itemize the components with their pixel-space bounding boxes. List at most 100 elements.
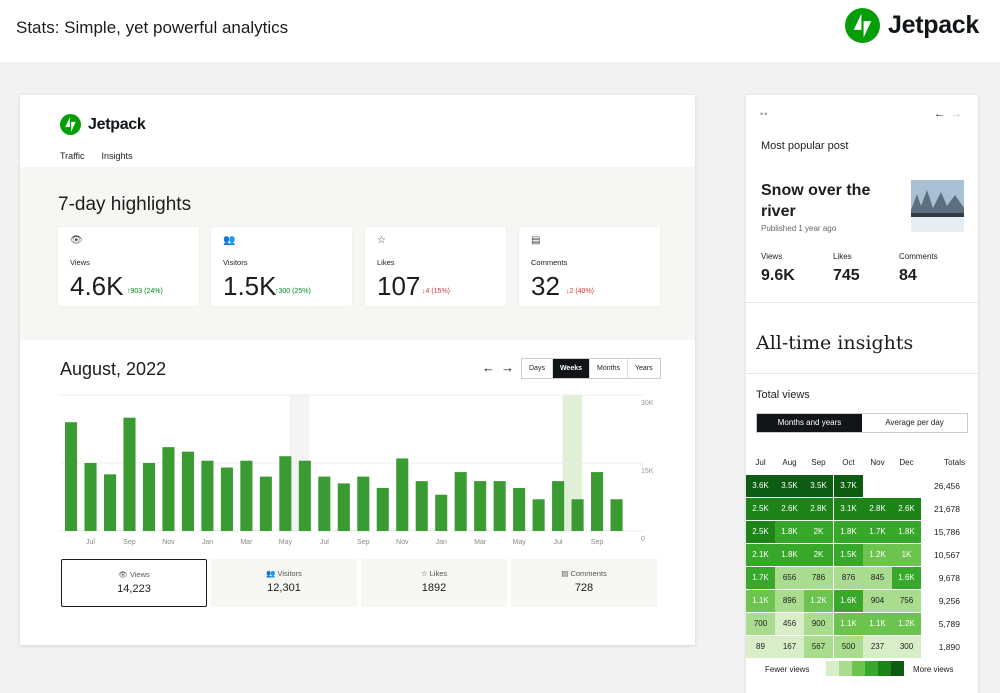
chart-bar[interactable] <box>123 417 136 531</box>
heatmap-cell[interactable]: 3.6K <box>746 475 775 497</box>
heatmap-cell[interactable]: 300 <box>892 636 921 658</box>
period-days-button[interactable]: Days <box>522 359 553 378</box>
total-views-tab[interactable]: 👁 Views 14,223 <box>61 559 207 607</box>
heatmap-cell[interactable]: 2.5K <box>746 521 775 543</box>
heatmap-cell[interactable]: 3.1K <box>834 498 863 520</box>
chart-bar[interactable] <box>259 476 272 531</box>
heatmap-cell[interactable]: 456 <box>775 613 804 635</box>
heatmap-cell[interactable]: 1.8K <box>834 521 863 543</box>
heatmap-cell[interactable]: 2.8K <box>804 498 833 520</box>
heatmap-cell[interactable]: 700 <box>746 613 775 635</box>
heatmap-cell[interactable]: 3.5K <box>775 475 804 497</box>
heatmap-cell[interactable]: 900 <box>804 613 833 635</box>
heatmap-cell[interactable]: 1.2K <box>892 613 921 635</box>
chart-bar[interactable] <box>84 463 97 531</box>
heatmap-cell[interactable]: 656 <box>775 567 804 589</box>
heatmap-cell[interactable]: 756 <box>892 590 921 612</box>
heatmap-cell[interactable]: 1.7K <box>863 521 892 543</box>
heatmap-cell[interactable]: 2.6K <box>892 498 921 520</box>
chart-bar[interactable] <box>142 463 156 531</box>
heatmap-cell[interactable]: 3.5K <box>804 475 833 497</box>
arrow-left-icon[interactable]: ← <box>934 108 945 120</box>
chart-bar[interactable] <box>220 467 233 531</box>
heatmap-cell[interactable]: 1.7K <box>746 567 775 589</box>
heatmap-cell[interactable]: 2.6K <box>775 498 804 520</box>
heatmap-cell[interactable]: 167 <box>775 636 804 658</box>
total-value: 12,301 <box>267 582 301 594</box>
legend-high-label: More views <box>913 665 954 674</box>
chart-bar[interactable] <box>435 494 448 531</box>
chart-bar[interactable] <box>201 460 214 531</box>
chart-bar[interactable] <box>415 481 428 531</box>
heatmap-cell[interactable]: 2K <box>804 521 833 543</box>
heatmap-cell[interactable]: 1.1K <box>746 590 775 612</box>
x-tick-label: May <box>279 539 293 546</box>
arrow-left-icon[interactable]: ← <box>482 360 495 375</box>
period-months-button[interactable]: Months <box>590 359 628 378</box>
period-years-button[interactable]: Years <box>634 365 653 372</box>
heatmap-cell[interactable]: 567 <box>804 636 833 658</box>
average-per-day-button[interactable]: Average per day <box>885 418 944 427</box>
heatmap-cell[interactable]: 2.5K <box>746 498 775 520</box>
chart-bar[interactable] <box>396 458 409 531</box>
chart-bar[interactable] <box>532 499 545 531</box>
total-comments-tab[interactable]: ▤ Comments 728 <box>511 559 657 607</box>
arrow-right-icon[interactable]: → <box>501 360 514 375</box>
chart-bar[interactable] <box>103 474 117 531</box>
chart-bar[interactable] <box>493 481 506 531</box>
heatmap-cell[interactable]: 1.1K <box>834 613 863 635</box>
period-weeks-button[interactable]: Weeks <box>552 359 591 378</box>
heatmap-cell[interactable]: 845 <box>863 567 892 589</box>
heatmap-cell[interactable]: 2.8K <box>863 498 892 520</box>
highlight-label: Likes <box>377 258 395 267</box>
post-title[interactable]: Snow over the river <box>761 182 871 220</box>
heatmap-cell[interactable]: 3.7K <box>834 475 863 497</box>
heatmap-cell[interactable]: 500 <box>834 636 863 658</box>
chart-bar[interactable] <box>552 481 565 531</box>
heatmap-cell[interactable]: 1.6K <box>892 567 921 589</box>
chart-bar[interactable] <box>454 472 467 531</box>
heatmap-cell[interactable] <box>863 475 892 497</box>
heatmap-cell[interactable]: 2K <box>804 544 833 566</box>
heatmap-cell[interactable]: 237 <box>863 636 892 658</box>
chart-bar[interactable] <box>610 499 623 531</box>
chart-bar[interactable] <box>474 481 487 531</box>
tab-traffic[interactable]: Traffic <box>60 151 85 168</box>
chart-bar[interactable] <box>571 499 584 531</box>
heatmap-cell[interactable]: 1.2K <box>804 590 833 612</box>
total-visitors-tab[interactable]: 👥 Visitors 12,301 <box>211 559 357 607</box>
heatmap-cell[interactable]: 1.5K <box>834 544 863 566</box>
heatmap-cell[interactable]: 2.1K <box>746 544 775 566</box>
arrow-right-icon[interactable]: → <box>951 108 962 120</box>
heatmap-cell[interactable]: 1.8K <box>775 521 804 543</box>
heatmap-cell[interactable]: 89 <box>746 636 775 658</box>
tab-insights[interactable]: Insights <box>101 151 133 161</box>
total-likes-tab[interactable]: ☆ Likes 1892 <box>361 559 507 607</box>
chart-bar[interactable] <box>298 460 311 531</box>
chart-bar[interactable] <box>337 483 350 531</box>
heatmap-cell[interactable]: 1.1K <box>863 613 892 635</box>
heatmap-cell[interactable]: 786 <box>804 567 833 589</box>
heatmap-cell[interactable]: 1.6K <box>834 590 863 612</box>
chart-bar[interactable] <box>181 451 194 531</box>
months-years-button[interactable]: Months and years <box>757 414 862 432</box>
pager-dots[interactable]: •• <box>760 109 769 119</box>
heatmap-cell[interactable]: 904 <box>863 590 892 612</box>
chart-bar[interactable] <box>591 472 604 531</box>
heatmap-cell[interactable]: 876 <box>834 567 863 589</box>
chart-bar[interactable] <box>513 487 526 531</box>
chart-bar[interactable] <box>279 456 292 531</box>
heatmap-cell[interactable]: 1K <box>892 544 921 566</box>
chart-bar[interactable] <box>65 422 78 531</box>
post-thumbnail[interactable] <box>911 180 964 232</box>
heatmap-cell[interactable]: 1.8K <box>892 521 921 543</box>
chart-bar[interactable] <box>162 447 175 531</box>
chart-bar[interactable] <box>318 476 331 531</box>
heatmap-cell[interactable]: 1.2K <box>863 544 892 566</box>
chart-bar[interactable] <box>376 487 389 531</box>
chart-bar[interactable] <box>240 460 253 531</box>
heatmap-cell[interactable]: 1.8K <box>775 544 804 566</box>
chart-bar[interactable] <box>357 476 370 531</box>
heatmap-cell[interactable]: 896 <box>775 590 804 612</box>
heatmap-cell[interactable] <box>892 475 921 497</box>
